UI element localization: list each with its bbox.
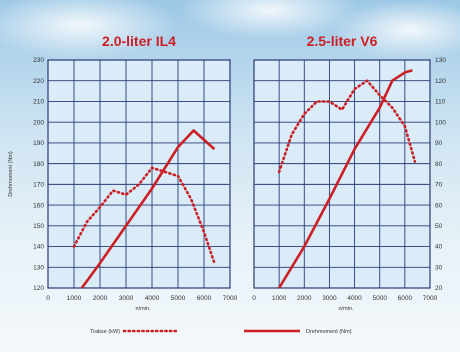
x-tick-label: 0 [252,295,256,302]
y-tick-label: 50 [435,223,443,230]
chart-title: 2.5-liter V6 [307,33,378,49]
chart-panel-2: 0 1000 2000 3000 4000 5000 6000 7000 20 30 40 50 60 7… [252,33,446,312]
x-tick-label: 6000 [398,295,413,302]
power-curve [72,166,216,265]
y-tick-label: 200 [33,119,44,126]
x-tick-label: 6000 [197,295,212,302]
x-tick-label: 1000 [272,295,287,302]
x-tick-label: 7000 [423,295,438,302]
x-axis-label: n/min. [339,306,354,312]
power-curve [277,79,417,174]
y-tick-label: 180 [33,161,44,168]
x-axis-label: n/min. [136,306,151,312]
y-tick-label: 120 [435,78,446,85]
legend-label-power: Trabse (kW) [90,329,120,335]
y-tick-label: 100 [435,119,446,126]
y-tick-label: 130 [33,264,44,271]
y-tick-label: 120 [33,285,44,292]
x-tick-label: 4000 [145,295,160,302]
y-tick-label: 190 [33,140,44,147]
y-tick-label: 210 [33,99,44,106]
legend-label-torque: Drehmoment (Nm) [306,329,352,335]
chart-title: 2.0-liter IL4 [102,33,176,49]
torque-curve [277,69,413,289]
y-tick-label: 30 [435,264,443,271]
x-tick-label: 4000 [347,295,362,302]
y-tick-label: 20 [435,285,443,292]
y-tick-label: 230 [33,57,44,64]
x-tick-label: 2000 [93,295,108,302]
x-tick-label: 3000 [322,295,337,302]
chart-panel-1: 0 1000 2000 3000 4000 5000 6000 7000 120 130 140 15… [8,33,238,312]
y-tick-label: 80 [435,161,443,168]
y-axis-label: Drehmoment (Nm) [8,151,14,197]
x-tick-label: 0 [46,295,50,302]
y-tick-label: 40 [435,244,443,251]
plot-area [47,59,231,289]
x-tick-label: 3000 [119,295,134,302]
y-tick-label: 130 [435,57,446,64]
y-tick-label: 150 [33,223,44,230]
y-tick-label: 160 [33,202,44,209]
y-tick-label: 140 [33,244,44,251]
x-tick-label: 1000 [67,295,82,302]
y-tick-label: 110 [435,99,446,106]
y-tick-label: 170 [33,182,44,189]
legend: Trabse (kW) Drehmoment (Nm) [90,329,352,335]
x-tick-label: 7000 [223,295,238,302]
y-tick-label: 90 [435,140,443,147]
torque-curve [80,129,216,289]
cloud-decoration [330,0,460,60]
x-tick-label: 2000 [297,295,312,302]
y-tick-label: 220 [33,78,44,85]
y-tick-label: 70 [435,182,443,189]
x-tick-label: 5000 [171,295,186,302]
x-tick-label: 5000 [372,295,387,302]
y-tick-label: 60 [435,202,443,209]
